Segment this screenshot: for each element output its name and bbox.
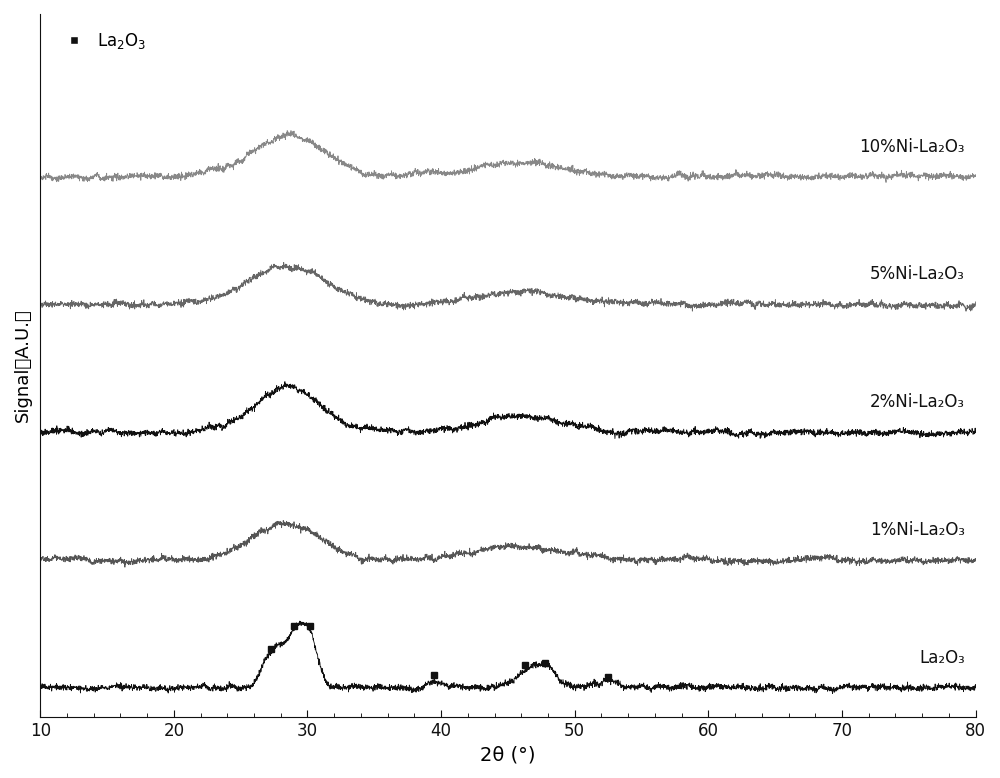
- Text: 2%Ni-La₂O₃: 2%Ni-La₂O₃: [870, 393, 965, 412]
- Text: 1%Ni-La₂O₃: 1%Ni-La₂O₃: [870, 521, 965, 539]
- Text: 5%Ni-La₂O₃: 5%Ni-La₂O₃: [870, 265, 965, 283]
- Y-axis label: Signal（A.U.）: Signal（A.U.）: [14, 308, 32, 422]
- Legend: $\mathdefault{La_2O_3}$: $\mathdefault{La_2O_3}$: [49, 23, 154, 59]
- X-axis label: 2θ (°): 2θ (°): [480, 745, 536, 764]
- Text: 10%Ni-La₂O₃: 10%Ni-La₂O₃: [859, 138, 965, 156]
- Text: La₂O₃: La₂O₃: [919, 649, 965, 667]
